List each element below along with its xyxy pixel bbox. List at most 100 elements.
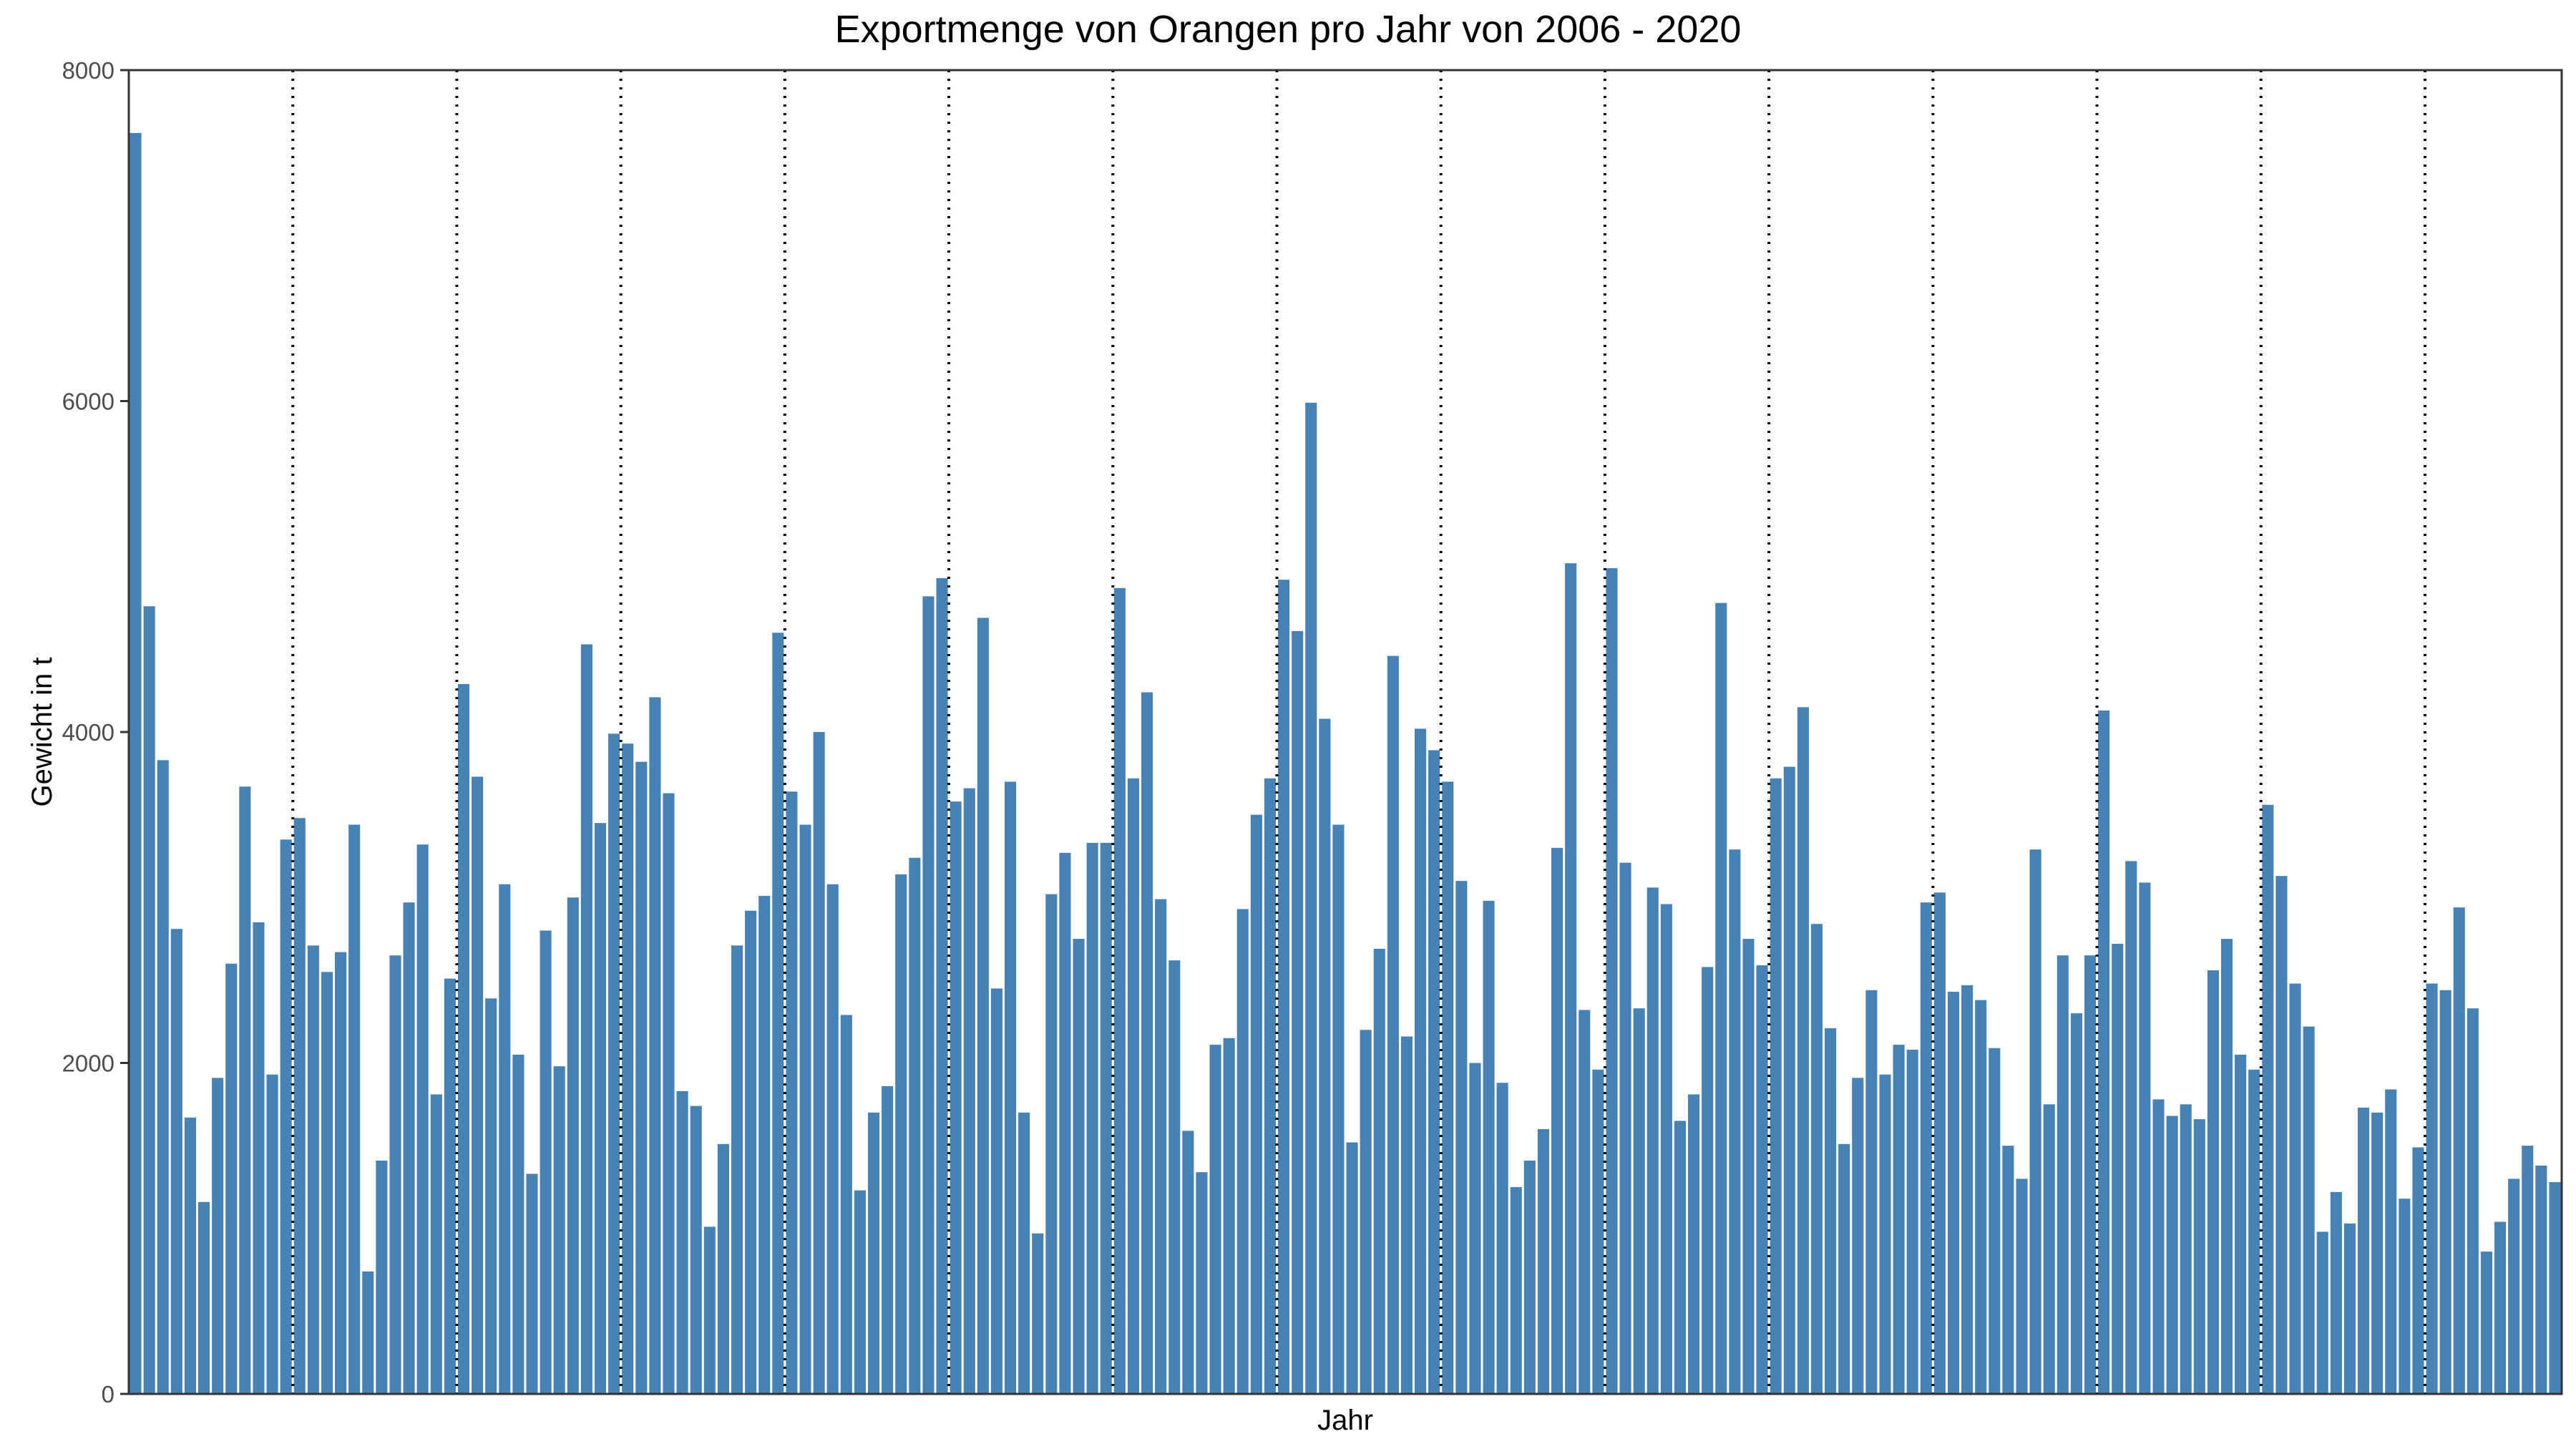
bar <box>1236 909 1249 1394</box>
y-tick-label: 2000 <box>62 1050 114 1077</box>
bar <box>2016 1179 2028 1395</box>
bar <box>813 732 825 1394</box>
bar <box>1729 849 1741 1394</box>
bar <box>649 697 661 1394</box>
bar <box>826 884 839 1394</box>
bar <box>1893 1045 1905 1394</box>
bar <box>2166 1116 2178 1394</box>
bar <box>1032 1233 1044 1394</box>
bar <box>362 1271 374 1395</box>
bar <box>2412 1147 2424 1394</box>
bar <box>909 857 921 1394</box>
bar <box>567 897 579 1394</box>
bar <box>472 776 484 1394</box>
bar <box>540 930 552 1394</box>
bar <box>1933 892 1946 1394</box>
chart-title: Exportmenge von Orangen pro Jahr von 200… <box>834 8 1742 51</box>
bar <box>772 633 784 1394</box>
bar <box>2357 1107 2370 1394</box>
bar <box>266 1074 278 1394</box>
bar <box>212 1078 224 1394</box>
bar <box>335 952 347 1394</box>
bar <box>1292 630 1304 1395</box>
bar <box>1018 1112 1030 1395</box>
y-axis-label: Gewicht in t <box>26 658 58 807</box>
bar <box>321 972 333 1394</box>
bar <box>1674 1121 1687 1394</box>
bar <box>977 618 989 1395</box>
bar <box>1702 967 1714 1395</box>
bar <box>1989 1048 2001 1394</box>
bar <box>444 978 456 1394</box>
bar <box>1305 402 1317 1394</box>
bar <box>1059 852 1071 1394</box>
bar <box>1415 728 1427 1394</box>
bar <box>389 955 401 1394</box>
year-separators <box>291 70 2426 1394</box>
bar <box>2289 983 2301 1394</box>
bar <box>1073 939 1085 1394</box>
bar <box>663 793 675 1394</box>
bar <box>2084 955 2097 1394</box>
bar <box>580 644 592 1395</box>
bar <box>1947 992 1960 1394</box>
bar <box>758 895 771 1394</box>
bar <box>1169 960 1181 1395</box>
bar <box>485 998 497 1394</box>
y-tick-label: 0 <box>102 1381 114 1407</box>
bar <box>1045 894 1058 1395</box>
bar <box>963 788 975 1395</box>
bar <box>2139 882 2151 1394</box>
bar <box>198 1201 210 1394</box>
bar <box>1182 1131 1194 1394</box>
bar <box>1688 1094 1700 1394</box>
bar <box>1469 1063 1481 1394</box>
bar <box>1715 602 1727 1395</box>
bar <box>703 1226 716 1394</box>
bar <box>2522 1146 2534 1395</box>
bar <box>1387 655 1399 1395</box>
bar <box>416 844 429 1394</box>
bar <box>1565 563 1577 1395</box>
bar <box>1579 1010 1591 1394</box>
bar <box>1223 1038 1235 1394</box>
bar <box>1442 781 1454 1395</box>
bar <box>882 1085 894 1395</box>
bar <box>2453 907 2465 1395</box>
bar <box>1319 718 1331 1394</box>
bar <box>1127 778 1139 1394</box>
bar <box>2057 955 2069 1394</box>
bar <box>512 1054 525 1394</box>
bar <box>840 1015 852 1394</box>
bar <box>2549 1182 2561 1394</box>
bar <box>990 988 1002 1394</box>
bar <box>2235 1054 2247 1394</box>
bar <box>1400 1036 1413 1394</box>
bar <box>2480 1252 2492 1395</box>
bar <box>553 1066 565 1395</box>
bar <box>1825 1028 1837 1394</box>
bar <box>2112 944 2124 1394</box>
bar <box>1646 887 1659 1395</box>
bar <box>676 1091 688 1394</box>
bar <box>307 945 319 1394</box>
bar <box>690 1106 702 1395</box>
bar <box>157 760 169 1394</box>
bar <box>2029 849 2041 1394</box>
bar <box>280 839 292 1394</box>
y-tick-label: 4000 <box>62 719 114 746</box>
bar <box>608 733 620 1394</box>
bar <box>225 963 238 1394</box>
y-tick-label: 8000 <box>62 57 114 84</box>
bar <box>717 1143 729 1394</box>
bar <box>1100 842 1112 1394</box>
bar <box>2002 1146 2014 1395</box>
bar <box>1196 1172 1208 1395</box>
bar <box>1975 1000 1987 1395</box>
bar <box>376 1160 388 1394</box>
bar <box>2535 1165 2547 1395</box>
bar <box>1797 707 1809 1394</box>
bar <box>1592 1069 1604 1394</box>
y-axis: 0 2000 4000 6000 8000 <box>62 57 129 1407</box>
